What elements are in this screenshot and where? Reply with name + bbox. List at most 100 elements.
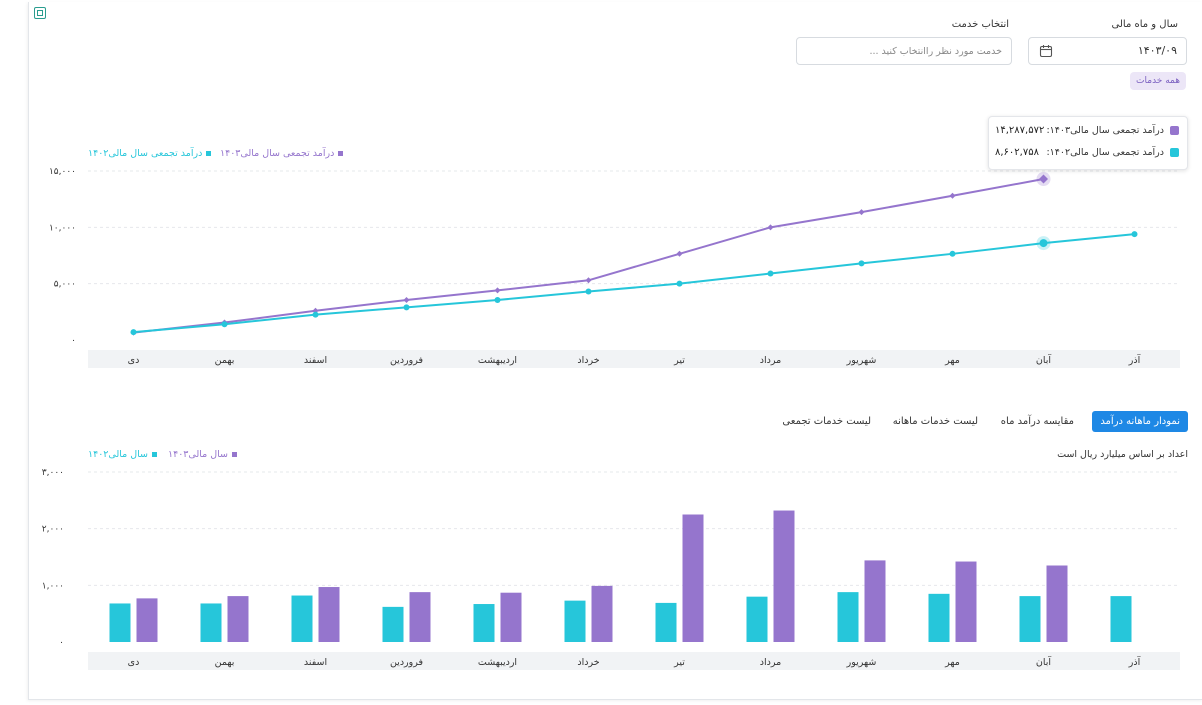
bar: [955, 561, 977, 642]
bar: [591, 585, 613, 642]
x-tick-label: شهریور: [846, 355, 877, 366]
tooltip-value-1402: ۸,۶۰۲,۷۵۸: [995, 147, 1039, 158]
monthly-revenue-bar-chart: ۰ ۱,۰۰۰ ۲,۰۰۰ ۳,۰۰۰ دی بهمن اسفند فروردین اردیبه…: [42, 468, 1180, 670]
x-tick-label: اسفند: [304, 355, 327, 366]
tooltip-row-1403: درآمد تجمعی سال مالی۱۴۰۳:: [1046, 125, 1179, 136]
bar: [864, 560, 886, 642]
bar: [773, 510, 795, 642]
tab-monthly-revenue-comparison[interactable]: مقایسه درآمد ماه: [1000, 416, 1074, 427]
bar: [500, 592, 522, 642]
chart-tooltip: درآمد تجمعی سال مالی۱۴۰۳: ۱۴,۲۸۷,۵۷۲ درآ…: [988, 116, 1188, 170]
x-tick-label: اسفند: [304, 657, 327, 668]
x-tick-label: اردیبهشت: [478, 657, 517, 668]
tab-monthly-services-list[interactable]: لیست خدمات ماهانه: [892, 416, 978, 427]
y-tick-label: ۱۵,۰۰۰: [49, 167, 76, 177]
y-tick-label: ۱۰,۰۰۰: [49, 223, 76, 233]
bar-legend-item-1403[interactable]: سال مالی۱۴۰۳: [168, 449, 237, 460]
fiscal-period-picker[interactable]: ۱۴۰۳/۰۹: [1028, 37, 1187, 65]
x-tick-label: آذر: [1128, 353, 1141, 366]
bar: [318, 587, 340, 642]
series-line: [133, 178, 1044, 334]
bar: [291, 595, 313, 642]
x-tick-label: آذر: [1128, 655, 1141, 668]
service-select-placeholder: خدمت مورد نظر راانتخاب کنید ...: [869, 46, 1002, 57]
line-legend-item-1403[interactable]: درآمد تجمعی سال مالی۱۴۰۳: [220, 148, 344, 159]
x-tick-label: مهر: [944, 657, 960, 668]
data-point: [676, 250, 683, 257]
line-legend-item-1402[interactable]: درآمد تجمعی سال مالی۱۴۰۲: [88, 148, 212, 159]
tab-monthly-revenue-chart[interactable]: نمودار ماهانه درآمد: [1092, 411, 1188, 432]
data-point: [585, 288, 592, 295]
x-tick-label: شهریور: [846, 657, 877, 668]
bar: [200, 603, 222, 642]
bar: [109, 603, 131, 642]
x-tick-label: تیر: [673, 355, 685, 366]
x-tick-label: آبان: [1036, 353, 1052, 366]
data-point: [1039, 174, 1048, 184]
cumulative-revenue-line-chart: ۰ ۵,۰۰۰ ۱۰,۰۰۰ ۱۵,۰۰۰ دی بهمن اسفند فروردین اردی…: [49, 167, 1180, 368]
fiscal-period-value: ۱۴۰۳/۰۹: [1137, 44, 1177, 57]
bar: [928, 593, 950, 642]
bar: [382, 606, 404, 642]
calendar-icon[interactable]: [1039, 44, 1053, 58]
tab-cumulative-services-list[interactable]: لیست خدمات تجمعی: [782, 416, 871, 427]
data-point: [221, 321, 228, 328]
data-point: [858, 260, 865, 267]
tooltip-value-1403: ۱۴,۲۸۷,۵۷۲: [995, 125, 1045, 136]
y-tick-label: ۰: [59, 638, 64, 648]
y-tick-label: ۵,۰۰۰: [54, 280, 76, 290]
y-tick-label: ۱,۰۰۰: [42, 581, 64, 591]
bar: [473, 604, 495, 642]
legend-swatch: [206, 151, 212, 156]
x-tick-label: فروردین: [390, 355, 423, 366]
tooltip-row-1402: درآمد تجمعی سال مالی۱۴۰۲:: [1046, 147, 1179, 158]
bar: [682, 514, 704, 642]
bar: [564, 600, 586, 642]
line-legend-2: درآمد تجمعی سال مالی۱۴۰۳: [220, 148, 344, 159]
export-excel-icon[interactable]: [34, 7, 46, 19]
x-tick-label: دی: [128, 355, 140, 366]
all-services-chip[interactable]: همه خدمات: [1130, 72, 1186, 90]
service-select-label: انتخاب خدمت: [951, 19, 1009, 30]
bar: [409, 592, 431, 642]
bar-legend-label-1403: سال مالی۱۴۰۳: [168, 449, 228, 460]
x-tick-label: بهمن: [215, 355, 235, 366]
x-tick-label: تیر: [673, 657, 685, 668]
x-tick-label: فروردین: [390, 657, 423, 668]
x-axis-band: [88, 652, 1180, 670]
line-legend-label-1402: درآمد تجمعی سال مالی۱۴۰۲: [88, 148, 203, 159]
y-tick-label: ۳,۰۰۰: [42, 468, 64, 478]
data-point: [767, 224, 774, 231]
tooltip-label-1402: درآمد تجمعی سال مالی۱۴۰۲:: [1046, 147, 1164, 158]
data-point: [585, 277, 592, 284]
bar-legend-item-1402[interactable]: سال مالی۱۴۰۲: [88, 449, 157, 460]
data-point: [858, 209, 865, 216]
y-tick-label: ۰: [71, 336, 76, 346]
data-point: [403, 304, 410, 311]
x-tick-label: اردیبهشت: [478, 355, 517, 366]
service-select-input[interactable]: خدمت مورد نظر راانتخاب کنید ...: [796, 37, 1012, 65]
x-tick-label: خرداد: [577, 657, 599, 668]
bar: [655, 602, 677, 642]
x-tick-label: بهمن: [215, 657, 235, 668]
data-point: [403, 297, 410, 304]
x-axis-band: [88, 350, 1180, 368]
data-point: [949, 250, 956, 257]
x-tick-label: آبان: [1036, 655, 1052, 668]
line-legend-label-1403: درآمد تجمعی سال مالی۱۴۰۳: [220, 148, 335, 159]
x-tick-label: مرداد: [760, 657, 781, 668]
data-point: [676, 280, 683, 287]
bar: [1110, 596, 1132, 642]
x-tick-label: خرداد: [577, 355, 599, 366]
data-point: [949, 192, 956, 199]
bar: [136, 598, 158, 642]
bar: [746, 596, 768, 642]
data-point: [130, 329, 137, 336]
data-point: [767, 270, 774, 277]
legend-swatch: [152, 452, 157, 457]
x-tick-label: مرداد: [760, 355, 781, 366]
bar: [1046, 565, 1068, 642]
tooltip-swatch: [1170, 148, 1179, 157]
legend-swatch: [338, 151, 344, 156]
data-point: [494, 297, 501, 304]
